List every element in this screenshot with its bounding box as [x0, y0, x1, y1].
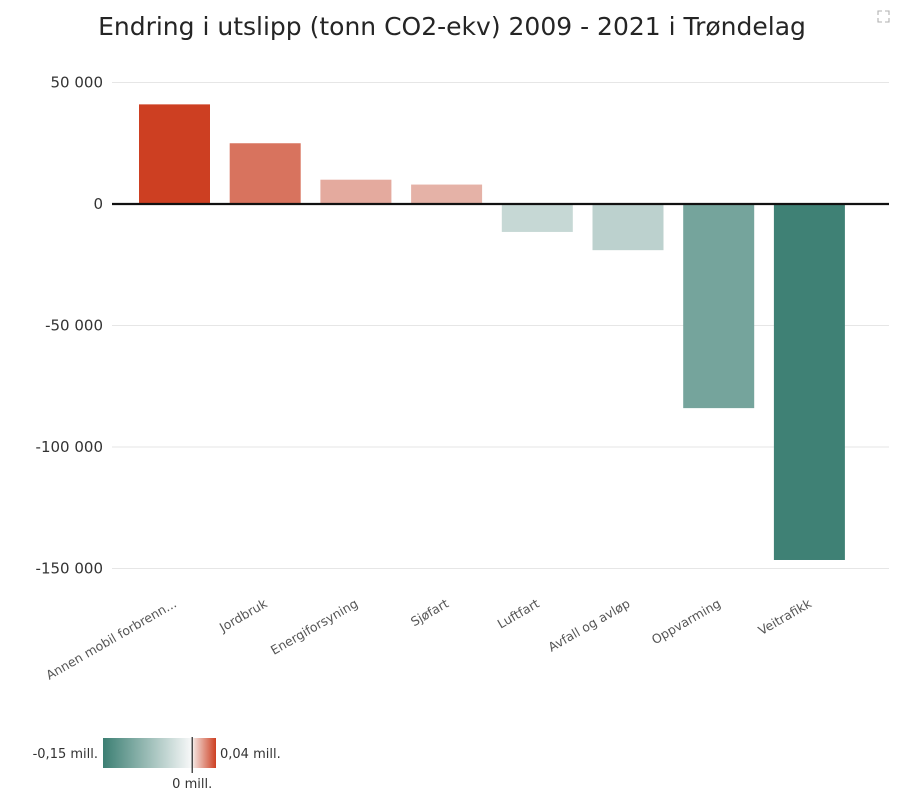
y-tick-label: -100 000 — [36, 438, 103, 456]
chart-title: Endring i utslipp (tonn CO2-ekv) 2009 - … — [98, 12, 806, 41]
bar-4[interactable] — [411, 184, 483, 204]
legend-min-label: -0,15 mill. — [33, 747, 98, 762]
x-axis-categories: Annen mobil forbrenn... JordbrukEnergifor… — [43, 595, 814, 682]
category-label: Sjøfart — [408, 596, 451, 630]
legend-gradient-bar — [103, 738, 216, 768]
bar-3[interactable] — [320, 179, 392, 204]
bar-7[interactable] — [683, 204, 755, 409]
y-tick-label: -50 000 — [45, 317, 103, 335]
bars — [139, 104, 845, 560]
gridlines — [112, 82, 889, 569]
expand-icon[interactable] — [877, 10, 890, 23]
category-label: Energiforsyning — [268, 596, 361, 658]
category-label: Veitrafikk — [755, 595, 814, 638]
bar-5[interactable] — [501, 204, 573, 232]
bar-6[interactable] — [592, 204, 664, 251]
bar-2[interactable] — [229, 143, 301, 204]
category-label: Oppvarming — [649, 596, 723, 648]
category-label: Jordbruk — [216, 595, 270, 635]
category-label: Luftfart — [495, 596, 542, 632]
y-tick-label: -150 000 — [36, 560, 103, 578]
bar-8[interactable] — [773, 204, 845, 560]
category-label: Avfall og avløp — [545, 596, 632, 655]
y-tick-label: 50 000 — [51, 74, 104, 92]
y-axis-ticks: 50 000 0 -50 000 -100 000 -150 000 — [36, 74, 103, 578]
legend-max-label: 0,04 mill. — [220, 747, 281, 762]
color-legend: -0,15 mill. 0,04 mill. 0 mill. — [33, 737, 281, 791]
category-label: Annen mobil forbrenn... — [43, 596, 179, 683]
bar-1[interactable] — [139, 104, 210, 204]
y-tick-label: 0 — [93, 195, 103, 213]
legend-mid-label: 0 mill. — [172, 777, 212, 791]
